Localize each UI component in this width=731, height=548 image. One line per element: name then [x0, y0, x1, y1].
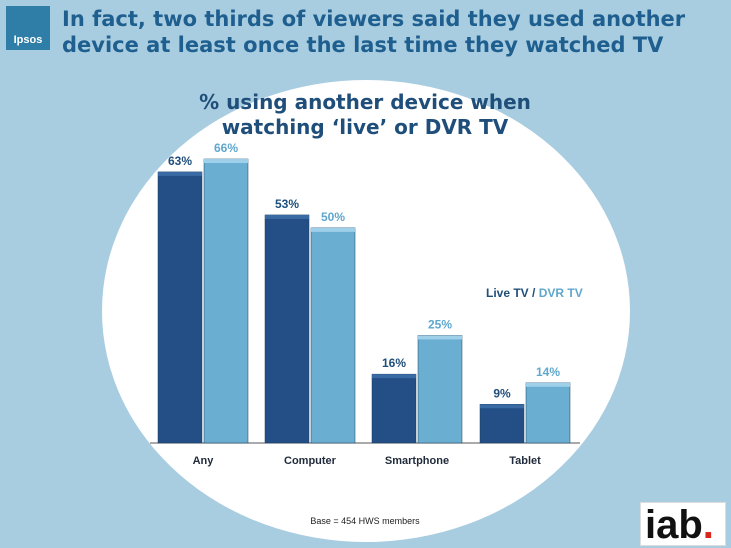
legend-separator: /: [528, 286, 539, 300]
bar-value-label: 25%: [428, 317, 452, 331]
bar-value-label: 66%: [214, 141, 238, 155]
ipsos-logo-text: Ipsos: [13, 34, 43, 46]
bar-top-highlight: [372, 374, 416, 379]
bar-top-highlight: [265, 214, 309, 219]
bar-value-label: 9%: [493, 386, 511, 400]
bar-smartphone-live-tv: [371, 373, 417, 444]
slide-headline: In fact, two thirds of viewers said they…: [62, 7, 686, 57]
bar-tablet-live-tv: [479, 404, 525, 444]
category-label: Tablet: [509, 455, 541, 467]
bar-computer-live-tv: [264, 214, 310, 444]
bar-top-highlight: [204, 159, 248, 163]
chart-legend: Live TV / DVR TV: [486, 286, 583, 300]
bar-value-label: 16%: [382, 356, 406, 370]
category-label: Any: [193, 455, 215, 467]
bar-value-label: 53%: [275, 197, 299, 211]
iab-logo-text: iab: [645, 503, 703, 546]
bar-any-live-tv: [157, 171, 203, 444]
bar-computer-dvr-tv: [310, 227, 356, 444]
bar-top-highlight: [418, 335, 462, 340]
legend-dvr-tv: DVR TV: [538, 286, 583, 300]
base-note: Base = 454 HWS members: [310, 516, 420, 526]
bar-tablet-dvr-tv: [525, 382, 571, 444]
bar-top-highlight: [311, 227, 355, 232]
bar-top-highlight: [526, 382, 570, 387]
chart-title: % using another device when watching ‘li…: [199, 90, 531, 139]
category-label: Smartphone: [385, 455, 449, 467]
iab-logo-dot: .: [702, 503, 714, 546]
bar-value-label: 63%: [168, 154, 192, 168]
category-label: Computer: [284, 455, 337, 467]
bar-top-highlight: [480, 404, 524, 409]
bar-value-label: 14%: [536, 365, 560, 379]
bar-smartphone-dvr-tv: [417, 335, 463, 444]
legend-live-tv: Live TV: [486, 286, 529, 300]
bar-top-highlight: [158, 171, 202, 176]
bar-value-label: 50%: [321, 210, 345, 224]
ipsos-logo: Ipsos: [6, 6, 50, 50]
iab-logo: iab.: [640, 502, 726, 546]
bar-any-dvr-tv: [203, 158, 249, 444]
